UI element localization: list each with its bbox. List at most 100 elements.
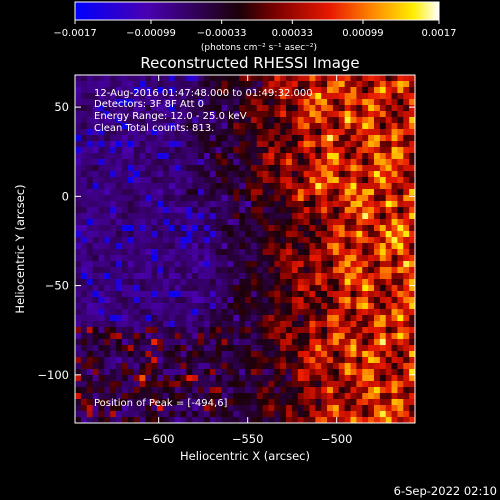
heatmap-cell	[186, 87, 193, 94]
heatmap-cell	[245, 123, 252, 130]
heatmap-cell	[127, 411, 135, 418]
heatmap-cell	[110, 279, 117, 286]
heatmap-cell	[80, 225, 88, 232]
heatmap-cell	[379, 393, 387, 400]
heatmap-cell	[368, 147, 375, 154]
heatmap-cell	[198, 183, 205, 190]
heatmap-cell	[373, 117, 381, 124]
heatmap-cell	[368, 141, 375, 148]
heatmap-cell	[180, 225, 187, 232]
heatmap-cell	[174, 291, 182, 298]
heatmap-cell	[245, 165, 252, 172]
heatmap-cell	[92, 111, 100, 118]
heatmap-cell	[209, 279, 217, 286]
heatmap-cell	[403, 417, 410, 423]
heatmap-cell	[268, 111, 275, 118]
heatmap-cell	[344, 249, 352, 256]
heatmap-cell	[332, 255, 340, 262]
heatmap-cell	[209, 81, 217, 88]
heatmap-cell	[139, 177, 146, 184]
heatmap-cell	[209, 159, 217, 166]
heatmap-cell	[239, 249, 246, 256]
heatmap-cell	[332, 135, 340, 142]
heatmap-cell	[145, 345, 152, 352]
heatmap-cell	[92, 255, 100, 262]
heatmap-cell	[174, 219, 182, 226]
heatmap-cell	[291, 225, 299, 232]
heatmap-cell	[350, 87, 357, 94]
heatmap-cell	[245, 333, 252, 340]
heatmap-cell	[215, 369, 223, 376]
heatmap-cell	[174, 189, 182, 196]
heatmap-cell	[104, 297, 111, 304]
heatmap-cell	[104, 291, 111, 298]
heatmap-cell	[338, 303, 346, 310]
heatmap-cell	[262, 153, 270, 160]
heatmap-cell	[262, 291, 270, 298]
heatmap-cell	[403, 135, 410, 142]
heatmap-cell	[133, 153, 141, 160]
heatmap-cell	[157, 333, 164, 340]
heatmap-cell	[174, 315, 182, 322]
heatmap-cell	[215, 339, 223, 346]
heatmap-cell	[280, 297, 287, 304]
heatmap-cell	[92, 267, 100, 274]
heatmap-cell	[403, 243, 410, 250]
heatmap-cell	[116, 291, 123, 298]
heatmap-cell	[209, 357, 217, 364]
heatmap-cell	[286, 285, 293, 292]
heatmap-cell	[86, 291, 94, 298]
heatmap-cell	[157, 189, 164, 196]
heatmap-cell	[338, 153, 346, 160]
heatmap-cell	[221, 99, 229, 106]
heatmap-cell	[391, 267, 399, 274]
heatmap-cell	[127, 171, 135, 178]
heatmap-cell	[180, 117, 187, 124]
heatmap-cell	[116, 195, 123, 202]
heatmap-cell	[192, 147, 199, 154]
heatmap-cell	[80, 363, 88, 370]
heatmap-cell	[321, 117, 328, 124]
heatmap-cell	[127, 243, 135, 250]
heatmap-cell	[368, 369, 375, 376]
heatmap-cell	[151, 321, 158, 328]
heatmap-cell	[209, 231, 217, 238]
heatmap-cell	[133, 93, 141, 100]
heatmap-cell	[180, 327, 187, 334]
heatmap-cell	[221, 141, 229, 148]
heatmap-cell	[256, 285, 264, 292]
heatmap-cell	[92, 207, 100, 214]
heatmap-cell	[192, 279, 199, 286]
heatmap-cell	[303, 357, 311, 364]
heatmap-cell	[379, 237, 387, 244]
heatmap-cell	[75, 375, 82, 382]
heatmap-cell	[297, 381, 305, 388]
heatmap-cell	[186, 255, 193, 262]
heatmap-cell	[75, 411, 82, 418]
heatmap-cell	[203, 243, 211, 250]
heatmap-cell	[127, 159, 135, 166]
heatmap-cell	[227, 177, 234, 184]
heatmap-cell	[162, 183, 170, 190]
heatmap-cell	[303, 279, 311, 286]
heatmap-cell	[303, 327, 311, 334]
heatmap-cell	[162, 213, 170, 220]
heatmap-cell	[121, 387, 129, 394]
heatmap-cell	[133, 75, 141, 82]
heatmap-cell	[350, 315, 357, 322]
heatmap-cell	[379, 141, 387, 148]
heatmap-cell	[403, 117, 410, 124]
heatmap-cell	[356, 189, 363, 196]
heatmap-cell	[286, 111, 293, 118]
heatmap-cell	[227, 285, 234, 292]
heatmap-cell	[391, 123, 399, 130]
heatmap-cell	[397, 249, 404, 256]
heatmap-cell	[174, 231, 182, 238]
heatmap-cell	[356, 369, 363, 376]
heatmap-cell	[157, 279, 164, 286]
heatmap-cell	[121, 267, 129, 274]
heatmap-cell	[338, 159, 346, 166]
heatmap-cell	[327, 249, 334, 256]
heatmap-cell	[268, 375, 275, 382]
heatmap-cell	[315, 183, 322, 190]
